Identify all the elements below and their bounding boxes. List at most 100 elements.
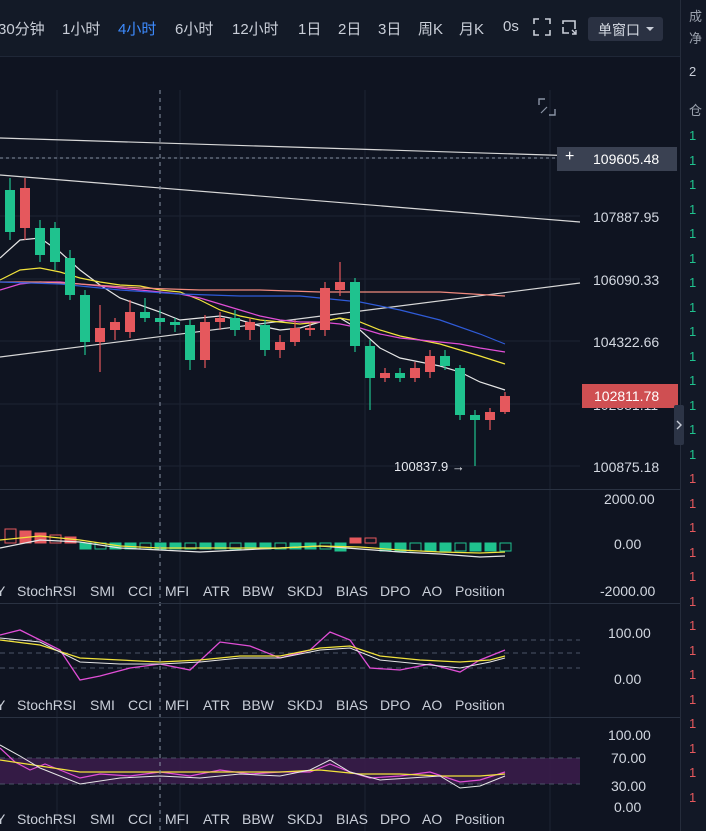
indicator-tab-position[interactable]: Position <box>455 697 505 713</box>
interval-3d[interactable]: 3日 <box>378 21 402 38</box>
indicator-tab-stochrsi[interactable]: StochRSI <box>17 811 77 827</box>
grid-lines <box>0 90 580 831</box>
side-row-value: 1 <box>689 789 697 805</box>
indicator-tab-y[interactable]: Y <box>0 697 6 713</box>
interval-1d[interactable]: 1日 <box>298 21 322 38</box>
histogram-bar <box>289 542 302 550</box>
interval-month[interactable]: 月K <box>459 21 485 38</box>
indicator-tab-skdj[interactable]: SKDJ <box>287 811 323 827</box>
indicator-tab-atr[interactable]: ATR <box>203 583 230 599</box>
histogram-bar <box>49 534 62 544</box>
stoch-j <box>0 637 506 669</box>
side-row-value: 1 <box>689 201 697 217</box>
indicator-tab-mfi[interactable]: MFI <box>165 697 190 713</box>
indicator-tab-ao[interactable]: AO <box>422 811 443 827</box>
indicator-tab-position[interactable]: Position <box>455 583 505 599</box>
macd-line <box>0 539 506 558</box>
indicator-tab-bbw[interactable]: BBW <box>242 697 274 713</box>
side-row-value: 1 <box>689 299 697 315</box>
window-mode-dropdown[interactable]: 单窗口 <box>588 17 663 41</box>
panel3-axis-max: 100.00 <box>608 727 651 743</box>
crosshair-price-tag: + 109605.48 <box>557 147 677 171</box>
indicator-tab-smi[interactable]: SMI <box>90 697 115 713</box>
panel2-axis-max: 100.00 <box>608 625 651 641</box>
side-panel-toggle[interactable] <box>674 405 684 445</box>
indicator-tab-cci[interactable]: CCI <box>128 697 153 713</box>
indicator-tab-position[interactable]: Position <box>455 811 505 827</box>
side-row-value: 1 <box>689 716 697 731</box>
candle-down <box>395 373 405 378</box>
candlestick-chart[interactable] <box>0 57 680 831</box>
indicator-tab-bias[interactable]: BIAS <box>336 811 368 827</box>
indicator-tab-ao[interactable]: AO <box>422 583 443 599</box>
indicator-tab-atr[interactable]: ATR <box>203 811 230 827</box>
side-row-value: 1 <box>689 667 697 682</box>
interval-6h[interactable]: 6小时 <box>175 21 214 38</box>
signal-line <box>0 535 506 554</box>
candle-down <box>140 312 150 318</box>
candle-down <box>350 282 360 346</box>
side-row-value: 1 <box>689 691 697 707</box>
interval-12h[interactable]: 12小时 <box>232 21 279 38</box>
rsi-ma-line <box>0 759 506 777</box>
histogram-bar <box>229 542 242 550</box>
indicator-tab-dpo[interactable]: DPO <box>380 811 411 827</box>
indicator-tab-mfi[interactable]: MFI <box>165 811 190 827</box>
side-row-value: 1 <box>689 765 697 780</box>
indicator-tab-dpo[interactable]: DPO <box>380 583 411 599</box>
interval-4h[interactable]: 4小时 <box>118 21 157 38</box>
candle-up <box>245 322 255 330</box>
side-glyph: 仓 <box>689 103 703 118</box>
candles <box>5 178 510 466</box>
indicator-tab-dpo[interactable]: DPO <box>380 697 411 713</box>
indicator-tab-bbw[interactable]: BBW <box>242 811 274 827</box>
indicator-tab-bias[interactable]: BIAS <box>336 697 368 713</box>
indicator-tab-atr[interactable]: ATR <box>203 697 230 713</box>
panel-divider <box>0 603 680 604</box>
screenshot-icon[interactable] <box>560 18 578 36</box>
indicator-tab-smi[interactable]: SMI <box>90 811 115 827</box>
indicator-tab-bias[interactable]: BIAS <box>336 583 368 599</box>
side-glyph: 2 <box>689 64 697 79</box>
histogram-bar <box>349 537 362 544</box>
low-price-marker: 100837.9 → <box>394 459 465 474</box>
indicator-tab-bbw[interactable]: BBW <box>242 583 274 599</box>
indicator-tab-stochrsi[interactable]: StochRSI <box>17 697 77 713</box>
crosshair-price: 109605.48 <box>593 151 660 167</box>
interval-30m[interactable]: 30分钟 <box>0 21 45 38</box>
indicator-tab-skdj[interactable]: SKDJ <box>287 697 323 713</box>
candle-up <box>485 412 495 420</box>
current-price: 102811.78 <box>594 388 660 404</box>
indicator-tab-ao[interactable]: AO <box>422 697 443 713</box>
indicator-tab-stochrsi[interactable]: StochRSI <box>17 583 77 599</box>
add-alert-icon[interactable]: + <box>565 148 575 165</box>
interval-seconds[interactable]: 0s <box>503 18 519 35</box>
indicator-tab-skdj[interactable]: SKDJ <box>287 583 323 599</box>
interval-2d[interactable]: 2日 <box>338 21 362 38</box>
histogram-bar <box>484 542 497 552</box>
interval-week[interactable]: 周K <box>418 21 444 38</box>
panel3-axis-zero: 0.00 <box>614 799 642 815</box>
expand-icon[interactable] <box>537 97 557 117</box>
indicator-tab-mfi[interactable]: MFI <box>165 583 190 599</box>
interval-1h[interactable]: 1小时 <box>62 21 101 38</box>
side-row-value: 1 <box>689 740 697 756</box>
price-level: 104322.66 <box>593 334 660 350</box>
candle-up <box>380 373 390 378</box>
candle-up <box>290 328 300 342</box>
arrow-right-icon: → <box>451 459 465 474</box>
indicator-tab-smi[interactable]: SMI <box>90 583 115 599</box>
indicator-tab-cci[interactable]: CCI <box>128 811 153 827</box>
indicator-tabs-2: Y StochRSI SMI CCI MFI ATR BBW SKDJ BIAS DPO AO Pos… <box>0 697 580 717</box>
indicator-tab-y[interactable]: Y <box>0 583 6 599</box>
indicator-tab-y[interactable]: Y <box>0 811 6 827</box>
side-row-value: 1 <box>689 471 697 486</box>
candle-down <box>365 346 375 378</box>
side-row-value: 1 <box>689 128 697 143</box>
panel2-axis-zero: 0.00 <box>614 671 642 687</box>
side-row-value: 1 <box>689 618 697 633</box>
indicator-tab-cci[interactable]: CCI <box>128 583 153 599</box>
candle-up <box>500 396 510 412</box>
fullscreen-icon[interactable] <box>533 18 551 36</box>
histogram-bar <box>169 542 182 550</box>
